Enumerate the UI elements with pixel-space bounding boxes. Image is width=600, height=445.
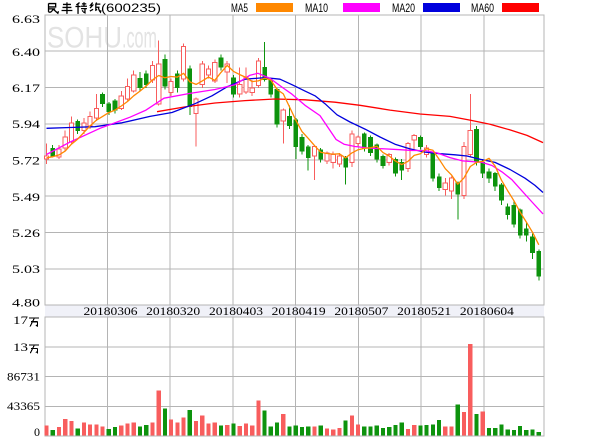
svg-text:5.94: 5.94 — [12, 117, 40, 131]
svg-text:MA60: MA60 — [471, 1, 494, 15]
svg-text:20180507: 20180507 — [334, 304, 388, 318]
svg-text:0: 0 — [34, 425, 40, 439]
svg-text:.com: .com — [122, 22, 157, 55]
svg-text:5.49: 5.49 — [12, 190, 40, 204]
svg-text:(600235): (600235) — [101, 1, 161, 15]
svg-text:43365: 43365 — [7, 399, 40, 413]
svg-text:SOHU: SOHU — [47, 22, 122, 55]
svg-text:17: 17 — [13, 313, 28, 327]
svg-text:4.80: 4.80 — [12, 296, 40, 310]
svg-text:20180419: 20180419 — [272, 304, 326, 318]
svg-text:20180306: 20180306 — [84, 304, 138, 318]
svg-text:MA20: MA20 — [392, 1, 415, 15]
svg-text:86731: 86731 — [7, 370, 40, 384]
svg-text:5.03: 5.03 — [12, 262, 40, 276]
svg-text:20180521: 20180521 — [397, 304, 451, 318]
svg-text:5.26: 5.26 — [12, 226, 40, 240]
svg-text:6.40: 6.40 — [12, 45, 40, 59]
svg-text:MA5: MA5 — [231, 1, 248, 15]
svg-text:13: 13 — [13, 340, 28, 354]
svg-text:20180403: 20180403 — [209, 304, 263, 318]
svg-text:MA10: MA10 — [305, 1, 328, 15]
svg-text:6.17: 6.17 — [12, 81, 40, 95]
svg-text:6.63: 6.63 — [12, 12, 40, 26]
svg-text:20180604: 20180604 — [460, 304, 514, 318]
svg-text:5.72: 5.72 — [12, 154, 40, 168]
svg-text:20180320: 20180320 — [146, 304, 200, 318]
